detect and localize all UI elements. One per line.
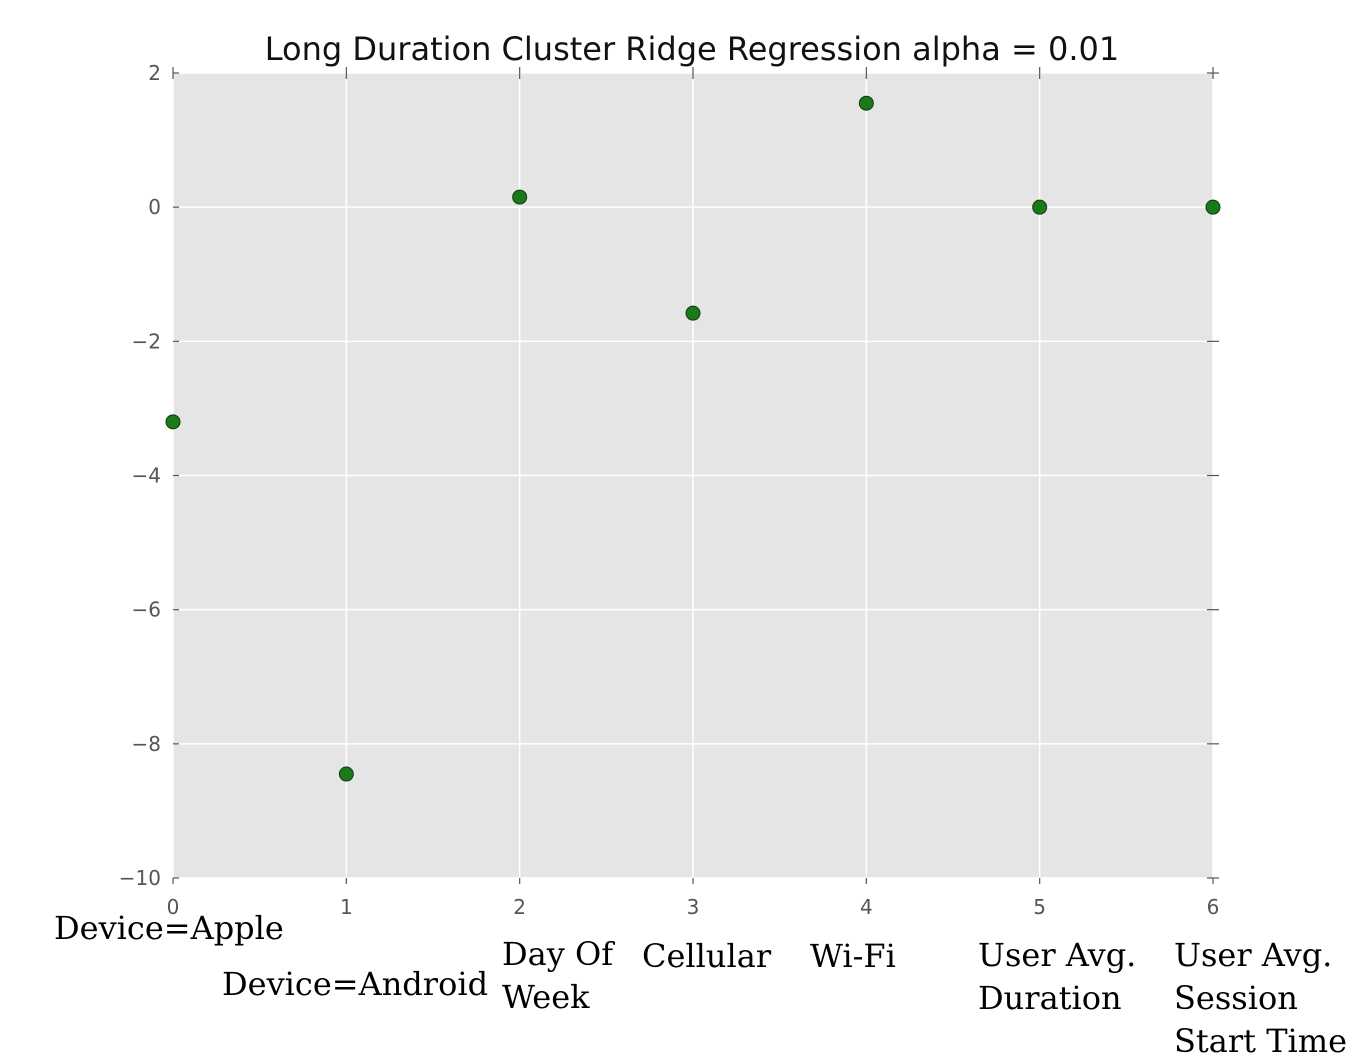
x-tick-label-0: 0 (167, 895, 180, 919)
feature-label-6: User Avg. Session Start Time (1174, 936, 1348, 1060)
feature-label-0: Device=Apple (54, 909, 284, 947)
x-tick-label-1: 1 (340, 895, 353, 919)
data-point-1 (338, 766, 354, 782)
data-point-5 (1032, 199, 1048, 215)
y-tick-label-2: −6 (132, 598, 161, 622)
data-point-6 (1205, 199, 1221, 215)
data-point-0 (165, 414, 181, 430)
x-tick-label-2: 2 (513, 895, 526, 919)
y-tick-label-0: −10 (119, 866, 161, 890)
y-tick-label-5: 0 (148, 195, 161, 219)
x-tick-label-4: 4 (860, 895, 873, 919)
y-tick-label-4: −2 (132, 329, 161, 353)
chart-title: Long Duration Cluster Ridge Regression a… (265, 30, 1119, 68)
axis-ticks: −10 −8 −6 −4 −2 0 2 0 1 2 3 4 5 6 (119, 61, 1220, 919)
data-point-2 (512, 189, 528, 205)
x-tick-label-5: 5 (1033, 895, 1046, 919)
feature-label-4: Wi-Fi (810, 937, 896, 975)
y-tick-label-6: 2 (148, 61, 161, 85)
feature-label-3: Cellular (642, 937, 772, 975)
x-tick-label-3: 3 (687, 895, 700, 919)
data-points (165, 95, 1221, 782)
data-point-4 (858, 95, 874, 111)
y-tick-label-3: −4 (132, 464, 161, 488)
feature-label-5: User Avg. Duration (978, 936, 1137, 1017)
feature-label-1: Device=Android (222, 965, 489, 1003)
y-tick-label-1: −8 (132, 732, 161, 756)
data-point-3 (685, 305, 701, 321)
x-tick-label-6: 6 (1207, 895, 1220, 919)
feature-label-2: Day Of Week (502, 935, 614, 1016)
